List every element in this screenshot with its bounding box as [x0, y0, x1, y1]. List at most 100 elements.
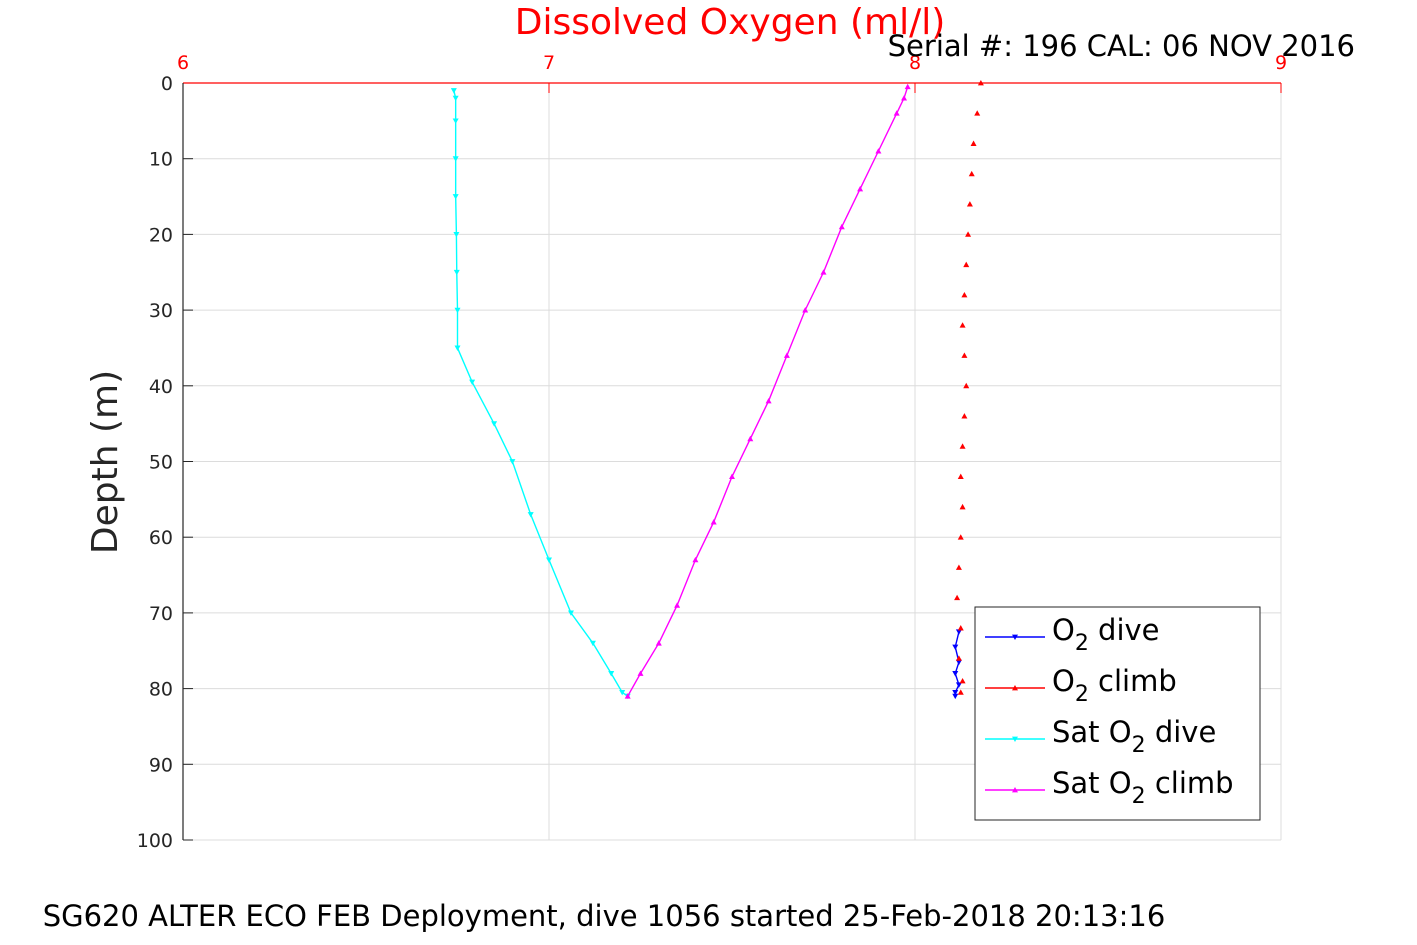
series-2-point-1 [452, 95, 459, 102]
series-0-point-6 [952, 693, 959, 700]
series-1-point-8 [959, 322, 966, 328]
series-0-point-3 [952, 671, 959, 677]
series-3-point-14 [875, 148, 882, 154]
y-axis-label: Depth (m) [85, 370, 126, 554]
series-2-point-7 [454, 307, 461, 314]
series-2-point-0 [450, 88, 457, 94]
series-0-point-4 [955, 682, 962, 688]
series-1-point-13 [957, 473, 964, 480]
y-tick-label-80: 80 [149, 679, 173, 701]
series-2-point-14 [567, 610, 574, 616]
legend-marker-2 [1012, 736, 1018, 742]
series-2-point-5 [453, 232, 460, 238]
series-0-point-1 [952, 644, 959, 650]
series-2-point-13 [546, 557, 552, 563]
series-1-point-19 [955, 655, 962, 661]
series-2-point-8 [454, 345, 461, 351]
series-2-point-12 [527, 512, 534, 518]
series-3-point-2 [655, 640, 662, 646]
series-3-point-17 [904, 83, 911, 90]
series-1-point-1 [974, 110, 981, 116]
series-3-point-13 [857, 185, 864, 192]
series-layer [450, 80, 984, 700]
series-3-point-11 [820, 269, 827, 275]
series-1-point-7 [961, 291, 968, 298]
chart-title: Dissolved Oxygen (ml/l) [515, 2, 946, 43]
x-tick-label-6: 6 [177, 52, 189, 74]
grid [182, 82, 1282, 841]
series-3-point-12 [838, 223, 845, 230]
legend-marker-0 [1012, 634, 1018, 640]
series-3-point-1 [637, 670, 644, 676]
series-1-point-9 [961, 352, 968, 358]
chart-caption: SG620 ALTER ECO FEB Deployment, dive 105… [43, 899, 1166, 933]
x-tick-label-8: 8 [909, 52, 921, 74]
series-1-point-18 [957, 625, 964, 631]
legend: O2 dive O2 climb Sat O2 dive Sat O2 climb [974, 606, 1261, 821]
legend-box [974, 606, 1261, 821]
series-1-point-3 [968, 170, 975, 177]
series-1-point-15 [957, 534, 964, 540]
series-2-point-9 [469, 379, 476, 386]
y-tick-label-10: 10 [149, 149, 173, 171]
legend-label-1: O2 climb [1052, 664, 1177, 707]
series-1-point-20 [959, 678, 966, 684]
legend-label-2: Sat O2 dive [1052, 715, 1216, 758]
x-tick-label-7: 7 [543, 52, 555, 74]
series-2-point-15 [589, 640, 596, 647]
series-2 [450, 88, 631, 700]
series-3-point-6 [729, 473, 735, 480]
series-3-point-15 [893, 110, 900, 116]
series-1-point-10 [963, 382, 970, 389]
series-1-point-6 [963, 261, 970, 268]
series-3-point-9 [783, 352, 790, 358]
y-tick-label-0: 0 [161, 73, 173, 95]
series-3-point-10 [802, 307, 809, 313]
series-0-point-5 [952, 689, 959, 696]
chart-subtitle: Serial #: 196 CAL: 06 NOV 2016 [888, 29, 1355, 63]
series-1-point-16 [955, 564, 962, 570]
y-tick-label-40: 40 [149, 376, 173, 398]
series-1-point-11 [961, 413, 968, 419]
series-3-point-3 [674, 602, 681, 608]
y-tick-label-30: 30 [149, 300, 173, 322]
series-2-point-16 [608, 671, 615, 677]
series-2-point-6 [453, 269, 460, 276]
series-3 [624, 83, 911, 699]
series-1-point-0 [977, 80, 984, 86]
series-1-point-4 [966, 201, 973, 207]
series-0-point-2 [955, 659, 962, 666]
series-1-point-21 [957, 689, 964, 695]
series-3-point-8 [765, 397, 772, 404]
series-1-point-14 [959, 503, 966, 510]
axes [182, 82, 1282, 841]
legend-label-3: Sat O2 climb [1052, 766, 1234, 809]
x-tick-label-9: 9 [1275, 52, 1287, 74]
series-2-point-17 [619, 689, 626, 696]
legend-marker-1 [1012, 685, 1018, 691]
series-3-point-16 [901, 95, 908, 101]
series-1-point-17 [954, 594, 961, 601]
series-3-point-7 [747, 435, 754, 442]
series-3-point-5 [710, 519, 717, 525]
y-tick-label-20: 20 [149, 224, 173, 246]
series-1 [954, 80, 984, 695]
y-tick-label-90: 90 [149, 754, 173, 776]
series-1-point-2 [970, 140, 977, 146]
legend-label-0: O2 dive [1052, 613, 1160, 656]
series-3-point-4 [692, 556, 699, 563]
legend-marker-3 [1012, 787, 1018, 793]
series-0-point-0 [955, 629, 962, 635]
series-2-point-2 [452, 118, 459, 124]
series-2-point-11 [509, 459, 516, 465]
series-2-point-10 [491, 421, 498, 427]
y-tick-label-70: 70 [149, 603, 173, 625]
series-1-point-12 [959, 443, 966, 449]
series-0 [952, 629, 962, 700]
series-line-3 [627, 86, 909, 697]
series-2-point-4 [452, 194, 459, 200]
y-tick-label-50: 50 [149, 452, 173, 474]
y-tick-label-60: 60 [149, 527, 173, 549]
